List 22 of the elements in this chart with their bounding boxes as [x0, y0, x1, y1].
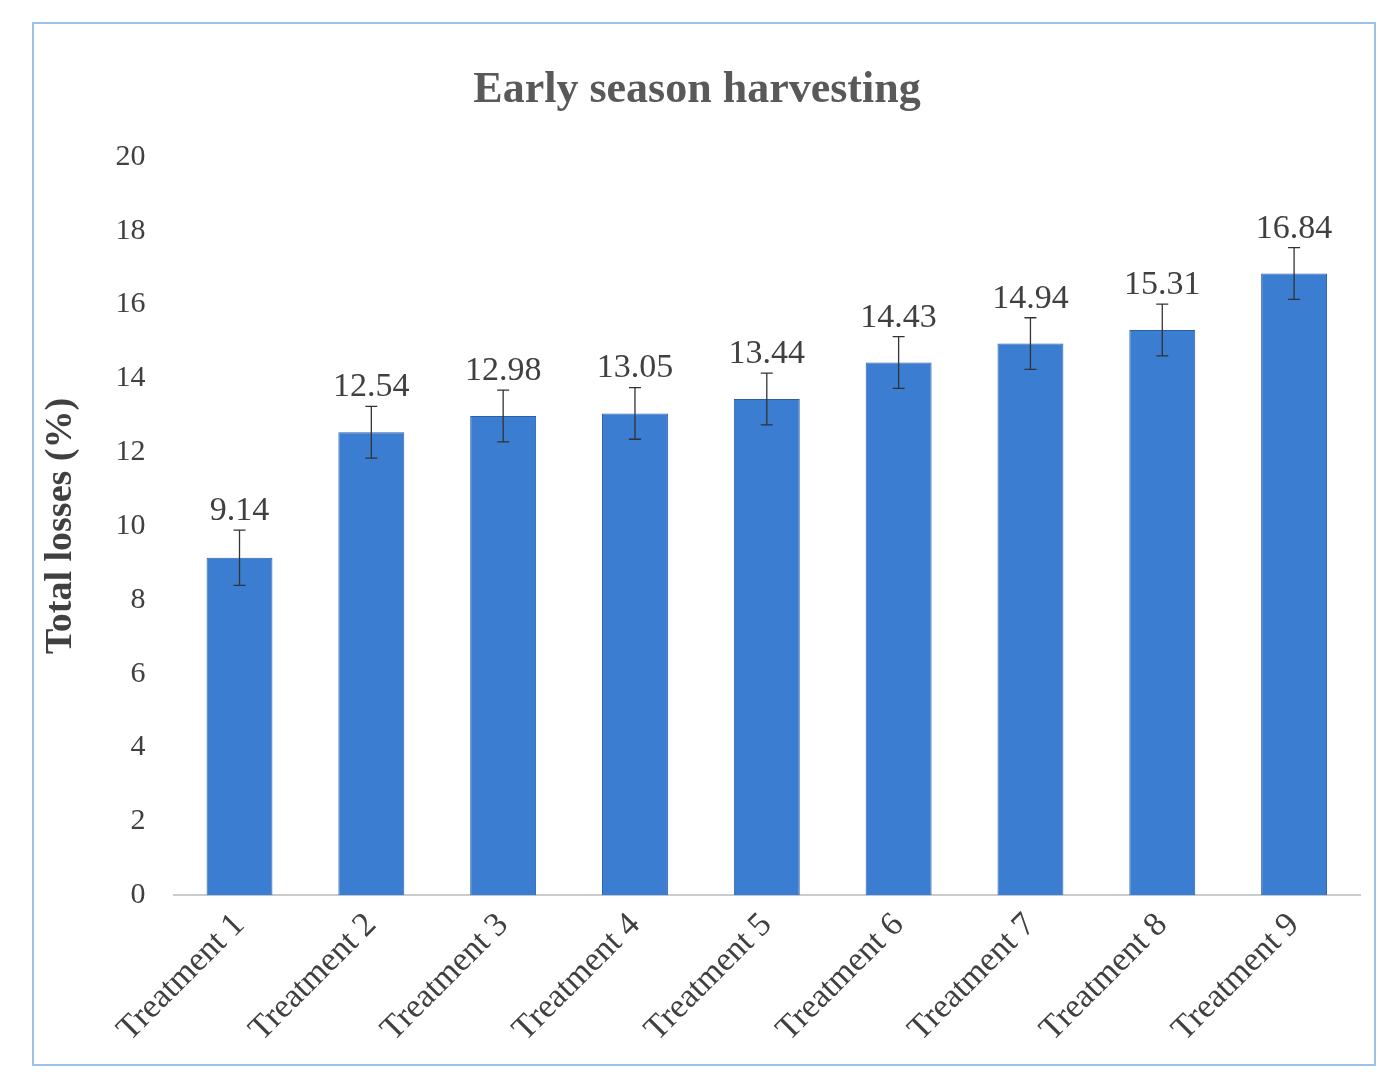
- data-label: 12.98: [464, 350, 542, 388]
- chart-title: Early season harvesting: [473, 62, 921, 112]
- data-label: 14.43: [860, 296, 937, 334]
- data-label: 15.31: [1124, 264, 1201, 302]
- data-label: 13.05: [596, 347, 674, 385]
- data-label: 14.94: [992, 277, 1069, 315]
- y-tick-label: 18: [115, 211, 146, 245]
- y-tick-label: 4: [130, 728, 146, 762]
- y-tick-label: 8: [130, 580, 146, 614]
- y-tick-label: 10: [115, 506, 146, 540]
- y-tick-label: 2: [130, 802, 146, 836]
- y-tick-label: 16: [115, 285, 146, 319]
- y-tick-label: 14: [115, 359, 146, 393]
- y-axis-title: Total losses (%): [36, 397, 80, 655]
- y-tick-label: 12: [115, 433, 146, 467]
- y-tick-label: 6: [130, 654, 146, 688]
- data-label: 12.54: [333, 366, 410, 404]
- data-label: 9.14: [209, 489, 270, 527]
- data-label: 16.84: [1255, 207, 1333, 245]
- data-label: 13.44: [728, 333, 806, 371]
- y-tick-label: 0: [130, 876, 146, 910]
- y-tick-label: 20: [115, 137, 146, 171]
